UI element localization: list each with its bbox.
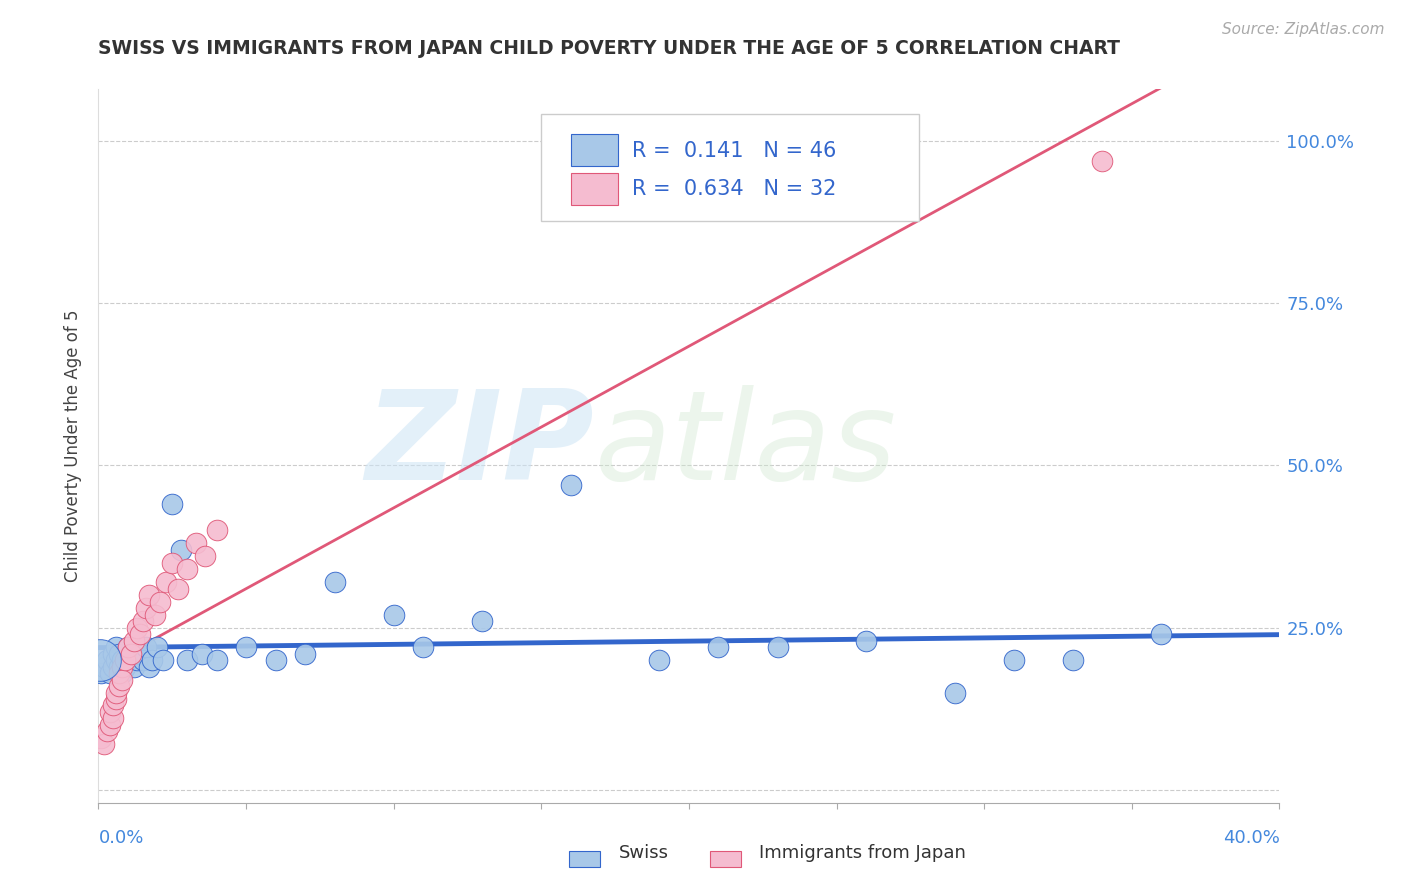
Point [108,679,131,693]
Point [132,614,155,628]
Text: R =  0.141   N = 46: R = 0.141 N = 46 [633,141,837,161]
Point [96,653,118,667]
Point [162,556,183,570]
Point [648,653,671,667]
Point [264,653,287,667]
Point [117,640,139,654]
Point [103,659,125,673]
Point [108,659,131,673]
Point [560,478,582,492]
Point [235,640,257,654]
Point [412,640,434,654]
Point [89,653,111,667]
Point [120,647,142,661]
Point [93,738,115,752]
Point [152,653,174,667]
Point [323,575,346,590]
Point [98,718,121,732]
Point [855,633,877,648]
Text: SWISS VS IMMIGRANTS FROM JAPAN CHILD POVERTY UNDER THE AGE OF 5 CORRELATION CHAR: SWISS VS IMMIGRANTS FROM JAPAN CHILD POV… [98,39,1121,58]
Text: 0.0%: 0.0% [98,829,143,847]
Point [294,647,316,661]
Point [114,653,136,667]
Point [111,673,134,687]
Point [205,653,228,667]
Point [111,666,134,681]
Point [103,711,125,725]
Point [111,653,134,667]
Point [471,614,494,628]
Point [128,647,150,661]
Point [98,666,121,681]
Point [96,724,118,739]
Point [103,647,125,661]
Point [191,647,214,661]
Point [105,685,128,699]
Point [1002,653,1025,667]
Point [143,607,166,622]
Text: 40.0%: 40.0% [1223,829,1279,847]
Point [170,542,193,557]
Point [382,607,405,622]
Point [176,562,198,576]
Point [162,497,183,511]
Point [105,692,128,706]
Point [90,666,112,681]
Point [93,659,115,673]
Point [103,698,125,713]
Point [146,640,169,654]
Point [111,659,134,673]
Point [120,647,142,661]
Point [155,575,177,590]
Point [205,524,228,538]
Point [98,705,121,719]
Point [122,633,145,648]
Point [943,685,966,699]
Text: ZIP: ZIP [366,385,595,507]
Bar [571,134,619,166]
Point [128,627,150,641]
Point [766,640,789,654]
Point [184,536,207,550]
Point [1150,627,1173,641]
Point [108,666,131,681]
Bar [571,173,619,205]
Point [132,653,155,667]
Text: Swiss: Swiss [619,844,669,862]
Point [105,653,128,667]
Point [108,647,131,661]
Text: R =  0.634   N = 32: R = 0.634 N = 32 [633,179,837,199]
Point [90,731,112,745]
Point [138,588,160,602]
Point [707,640,730,654]
Point [167,582,190,596]
Point [1091,153,1114,168]
Text: Source: ZipAtlas.com: Source: ZipAtlas.com [1222,22,1385,37]
FancyBboxPatch shape [541,114,920,221]
Point [141,653,163,667]
Point [194,549,217,564]
Point [114,659,136,673]
Point [149,595,172,609]
Point [135,601,157,615]
Text: Immigrants from Japan: Immigrants from Japan [759,844,966,862]
Point [125,621,148,635]
Y-axis label: Child Poverty Under the Age of 5: Child Poverty Under the Age of 5 [65,310,83,582]
Point [135,640,157,654]
Point [105,640,128,654]
Point [138,659,160,673]
Point [117,640,139,654]
Text: atlas: atlas [595,385,897,507]
Point [176,653,198,667]
Point [125,653,148,667]
Point [1062,653,1084,667]
Point [117,653,139,667]
Point [122,659,145,673]
